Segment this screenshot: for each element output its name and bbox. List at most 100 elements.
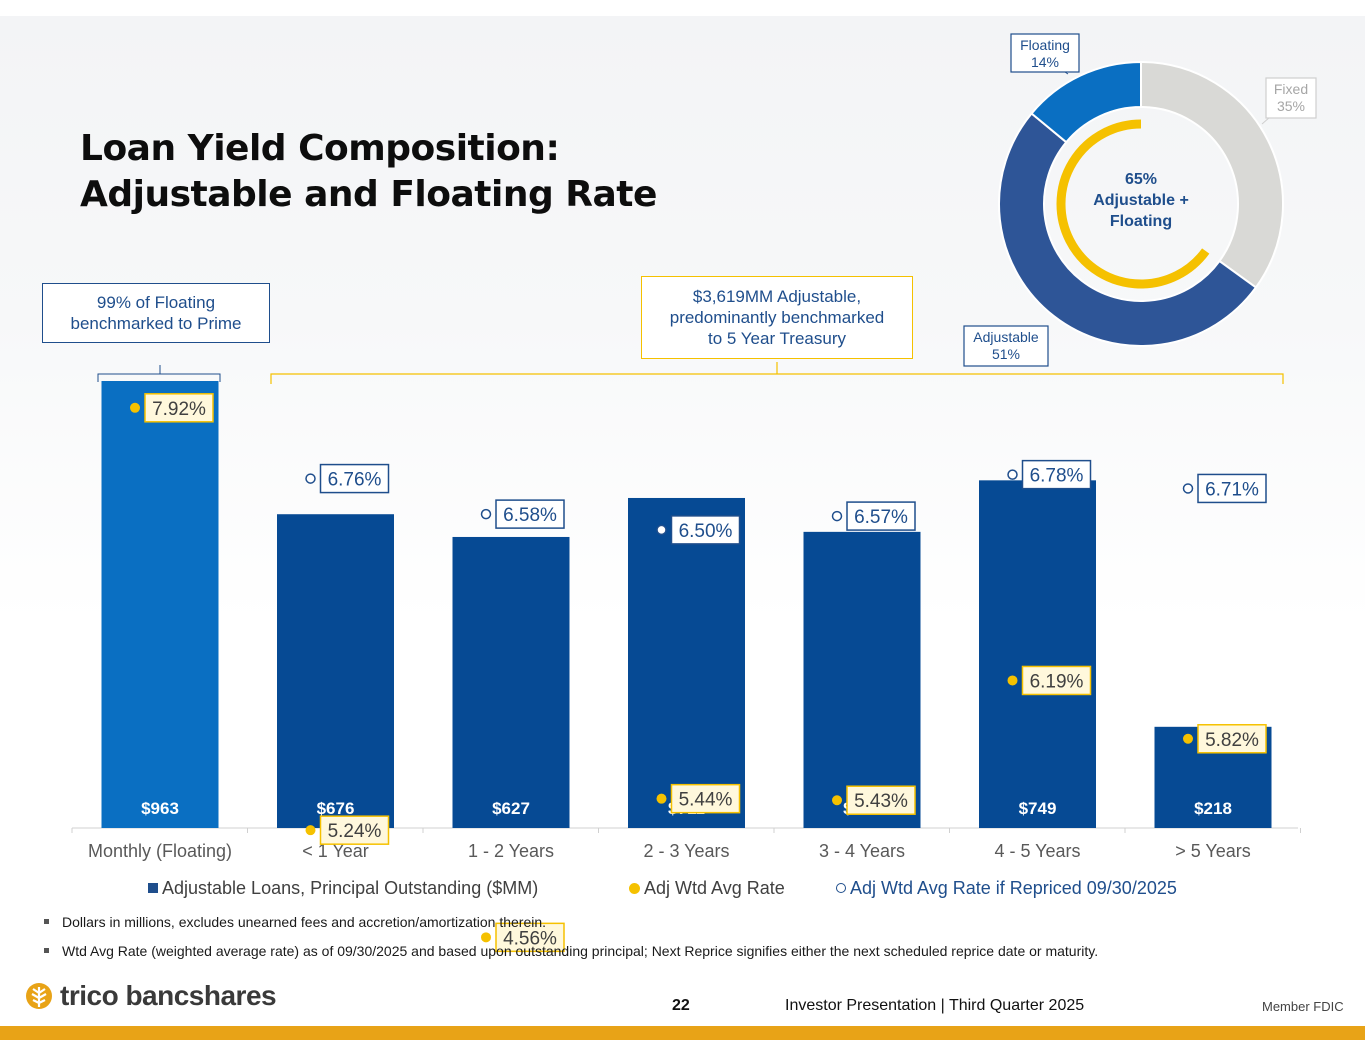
adjustable-callout-text: $3,619MM Adjustable, predominantly bench… <box>669 287 885 348</box>
repriced-badge <box>1197 473 1267 504</box>
title-line-2: Adjustable and Floating Rate <box>80 174 657 215</box>
x-tick-label: > 5 Years <box>1175 841 1251 861</box>
rate-dot <box>130 402 140 413</box>
donut-center-label: Adjustable + <box>1093 192 1189 209</box>
repriced-value-label: 6.50% <box>679 521 733 542</box>
repriced-badge <box>319 463 390 494</box>
repriced-value-label: 6.57% <box>854 507 908 528</box>
fixed-label-box <box>1265 77 1317 119</box>
repriced-badge <box>846 501 916 531</box>
x-tick-label: 4 - 5 Years <box>994 841 1080 861</box>
rate-value-label: 7.92% <box>152 399 206 420</box>
donut-slice <box>1030 60 1142 144</box>
member-fdic: Member FDIC <box>1262 999 1344 1014</box>
legend-dot-icon <box>629 883 640 894</box>
rate-badge <box>1197 724 1267 754</box>
adjustable-label-text: Adjustable <box>973 329 1039 345</box>
bar-value-label: $218 <box>1194 799 1232 818</box>
x-tick-label: 1 - 2 Years <box>468 841 554 861</box>
legend-ring-icon <box>836 883 846 893</box>
repriced-ring <box>831 510 843 522</box>
rate-badge <box>670 783 741 814</box>
rate-badge <box>144 393 214 423</box>
rate-dot <box>832 795 842 806</box>
bar <box>452 536 570 828</box>
bar-value-label: $627 <box>492 799 530 818</box>
floating-label-text: 14% <box>1031 54 1059 70</box>
rate-value-label: 6.19% <box>1030 671 1084 692</box>
rate-badge <box>1021 665 1092 696</box>
footnote-1: Dollars in millions, excludes unearned f… <box>42 912 1342 941</box>
top-band <box>0 0 1365 16</box>
donut-center-label: Floating <box>1110 213 1172 230</box>
bar <box>628 497 745 828</box>
page-number: 22 <box>672 997 690 1014</box>
chart-legend: Adjustable Loans, Principal Outstanding … <box>148 878 1298 902</box>
donut-slice <box>1140 60 1284 289</box>
adjustable-brace <box>270 362 1284 384</box>
repriced-value-label: 6.78% <box>1030 466 1084 487</box>
title-line-1: Loan Yield Composition: <box>80 128 560 169</box>
bar <box>101 381 219 828</box>
donut-center-label: 65% <box>1125 171 1157 188</box>
rate-dot <box>481 932 491 943</box>
floating-callout: 99% of Floating benchmarked to Prime <box>42 283 270 343</box>
repriced-badge <box>495 499 565 529</box>
floating-brace <box>97 365 221 382</box>
fixed-label-text: 35% <box>1277 98 1305 114</box>
rate-badge <box>495 922 565 953</box>
repriced-ring <box>656 524 667 536</box>
wheat-logo-icon <box>26 983 52 1009</box>
rate-value-label: 5.43% <box>854 791 908 812</box>
x-tick-label: 2 - 3 Years <box>643 841 729 861</box>
adjustable-label-text: 51% <box>992 346 1020 362</box>
legend-item-principal: Adjustable Loans, Principal Outstanding … <box>148 878 538 899</box>
bottom-white <box>0 1040 1365 1055</box>
repriced-ring <box>1007 469 1018 480</box>
bar <box>979 480 1096 828</box>
logo-text: trico bancshares <box>60 980 277 1011</box>
repriced-badge <box>670 515 741 545</box>
rate-value-label: 4.56% <box>503 928 557 949</box>
rate-dot <box>656 793 667 804</box>
rate-value-label: 5.24% <box>328 821 382 842</box>
rate-badge <box>846 785 916 815</box>
donut-chart: 65%Adjustable +FloatingFloating14%Fixed3… <box>963 33 1317 367</box>
company-logo: trico bancshares <box>24 978 277 1014</box>
repriced-ring <box>1182 483 1194 494</box>
legend-item-repriced: Adj Wtd Avg Rate if Repriced 09/30/2025 <box>836 878 1177 899</box>
x-tick-label: 3 - 4 Years <box>819 841 905 861</box>
rate-value-label: 5.44% <box>679 790 733 811</box>
page-title: Loan Yield Composition: Adjustable and F… <box>80 126 780 218</box>
donut-slice <box>997 112 1258 347</box>
x-tick-label: Monthly (Floating) <box>88 841 232 861</box>
adjustable-callout: $3,619MM Adjustable, predominantly bench… <box>641 276 913 359</box>
x-tick-label: < 1 Year <box>302 841 369 861</box>
bar-value-label: $676 <box>317 799 355 818</box>
rate-dot <box>1183 733 1193 744</box>
repriced-value-label: 6.71% <box>1205 479 1259 500</box>
footer-presentation: Investor Presentation | Third Quarter 20… <box>785 997 1085 1014</box>
bar <box>803 531 921 828</box>
repriced-value-label: 6.58% <box>503 505 557 526</box>
rate-badge <box>319 815 390 845</box>
footnote-2: Wtd Avg Rate (weighted average rate) as … <box>42 941 1342 970</box>
footnotes: Dollars in millions, excludes unearned f… <box>42 912 1342 970</box>
repriced-badge <box>1021 459 1092 490</box>
rate-dot <box>1007 675 1018 686</box>
rate-value-label: 5.82% <box>1205 730 1259 751</box>
adjustable-label-box <box>963 325 1049 367</box>
floating-label-box <box>1010 33 1080 73</box>
repriced-ring <box>305 473 316 484</box>
legend-item-rate: Adj Wtd Avg Rate <box>629 878 785 899</box>
repriced-value-label: 6.76% <box>328 470 382 491</box>
bar-value-label: $749 <box>1019 799 1057 818</box>
donut-inner-arc <box>1056 119 1210 289</box>
bottom-bar <box>0 1026 1365 1040</box>
fixed-label-text: Fixed <box>1274 81 1308 97</box>
floating-label-text: Floating <box>1020 37 1070 53</box>
repriced-ring <box>480 508 492 520</box>
bar <box>277 514 394 828</box>
bar-value-label: $963 <box>141 799 179 818</box>
